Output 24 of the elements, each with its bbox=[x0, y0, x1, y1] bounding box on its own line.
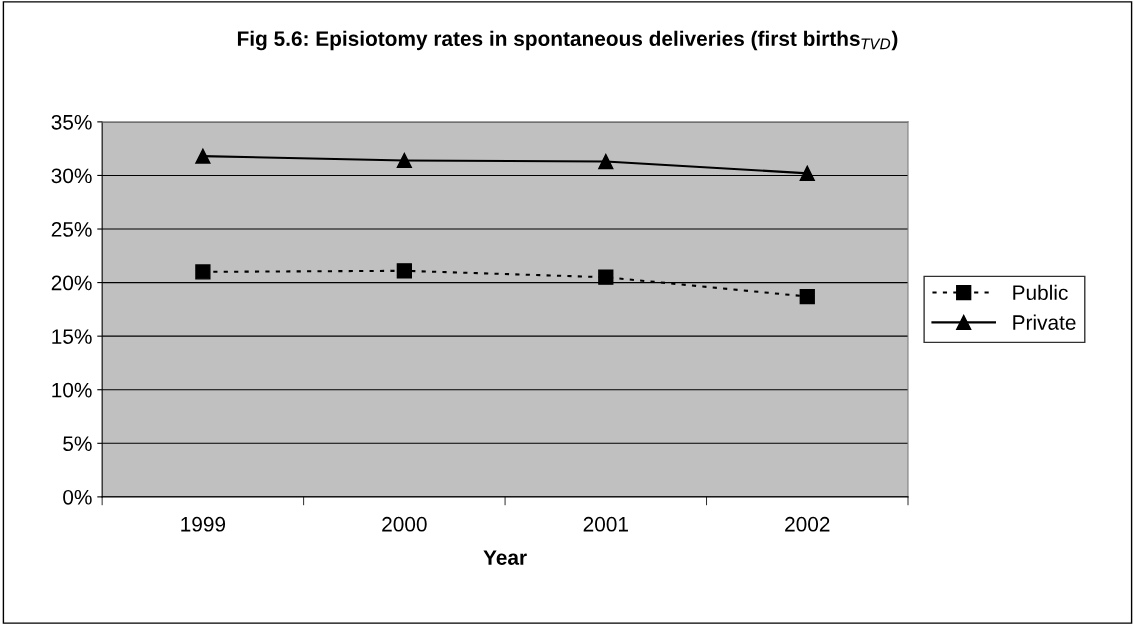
point bbox=[598, 269, 614, 285]
x-tick-label: 2001 bbox=[583, 516, 628, 532]
y-tick-label: 25% bbox=[51, 222, 92, 237]
point bbox=[396, 263, 412, 279]
legend-label: Public bbox=[1013, 284, 1068, 301]
x-tick-label: 2002 bbox=[785, 516, 830, 532]
point bbox=[195, 148, 211, 164]
y-tick-label: 0% bbox=[63, 489, 92, 505]
point bbox=[598, 153, 614, 170]
x-tick-label: 1999 bbox=[181, 516, 226, 532]
y-tick-label: 35% bbox=[51, 114, 92, 130]
x-axis-title: Year bbox=[483, 550, 527, 565]
y-tick-label: 15% bbox=[52, 329, 92, 344]
legend-label: Private bbox=[1013, 314, 1076, 330]
point bbox=[195, 264, 211, 280]
y-tick-label: 5% bbox=[63, 436, 92, 452]
point bbox=[799, 288, 815, 305]
point bbox=[799, 165, 815, 181]
y-tick-label: 30% bbox=[51, 168, 92, 184]
chart-title: Fig 5.6: Episiotomy rates in spontaneous deliveries (first births$_{TVD}$) bbox=[237, 30, 898, 51]
y-tick-label: 20% bbox=[51, 275, 92, 291]
y-tick-label: 10% bbox=[52, 382, 92, 398]
x-tick-label: 2000 bbox=[382, 516, 427, 532]
point bbox=[396, 152, 412, 169]
